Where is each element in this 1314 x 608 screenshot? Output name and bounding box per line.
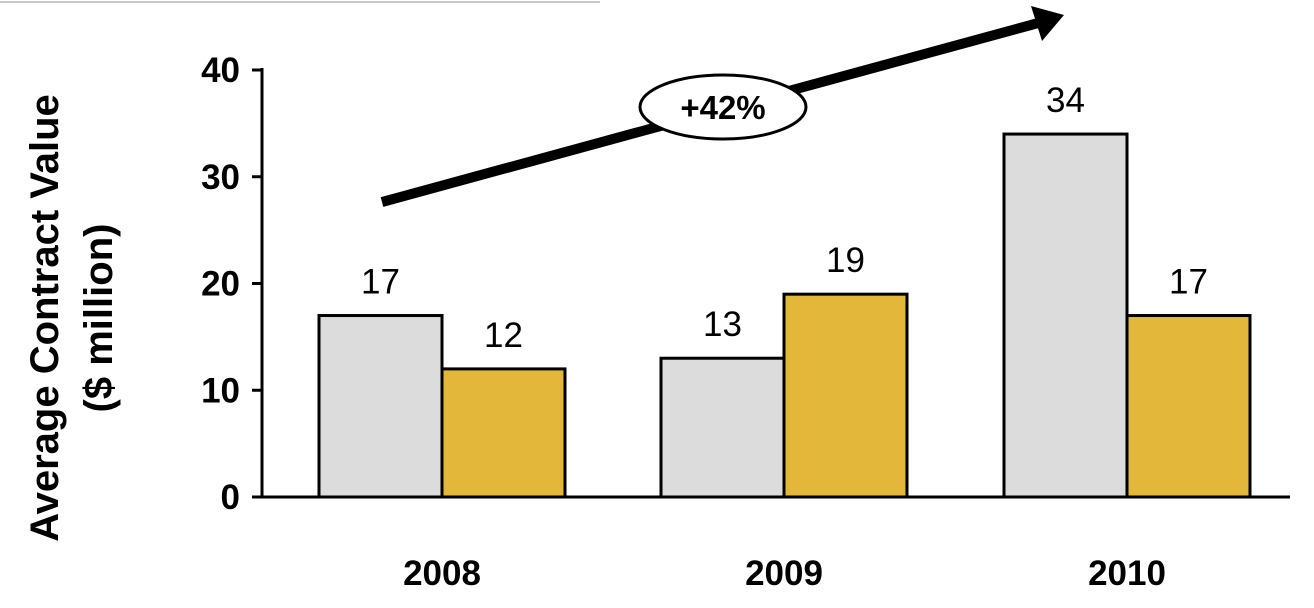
bar-2009-series-1 <box>659 356 786 499</box>
bar-2009-series-2 <box>782 292 909 499</box>
y-tick-label: 20 <box>201 265 240 304</box>
y-axis-title-line1: Average Contract Value <box>23 94 67 542</box>
y-tick-label: 40 <box>201 51 240 90</box>
data-label-2009-series-2: 19 <box>826 241 865 280</box>
data-labels: 17 12 13 19 34 17 <box>361 81 1208 355</box>
bars <box>317 132 1252 499</box>
bar-2008-series-1 <box>317 314 444 499</box>
data-label-2008-series-1: 17 <box>361 263 400 302</box>
data-label-2008-series-2: 12 <box>484 316 523 355</box>
data-label-2010-series-2: 17 <box>1169 263 1208 302</box>
category-label-2008: 2008 <box>403 554 481 593</box>
y-ticks: 0 10 20 30 40 <box>201 51 262 517</box>
y-tick-label: 0 <box>221 478 240 517</box>
y-tick-label: 10 <box>201 371 240 410</box>
y-axis-title-line2: ($ million) <box>77 224 121 413</box>
data-label-2010-series-1: 34 <box>1046 81 1085 120</box>
growth-callout <box>638 73 808 141</box>
y-tick-label: 30 <box>201 158 240 197</box>
growth-arrow: +42% <box>380 6 1064 207</box>
bar-2008-series-2 <box>440 367 567 499</box>
growth-arrow-head <box>1031 6 1064 41</box>
data-label-2009-series-1: 13 <box>703 305 742 344</box>
category-label-2010: 2010 <box>1088 554 1166 593</box>
category-label-2009: 2009 <box>745 554 823 593</box>
category-labels: 2008 2009 2010 <box>403 554 1166 593</box>
growth-label: +42% <box>680 89 765 126</box>
bar-2010-series-2 <box>1125 314 1252 499</box>
bar-2010-series-1 <box>1002 132 1129 499</box>
